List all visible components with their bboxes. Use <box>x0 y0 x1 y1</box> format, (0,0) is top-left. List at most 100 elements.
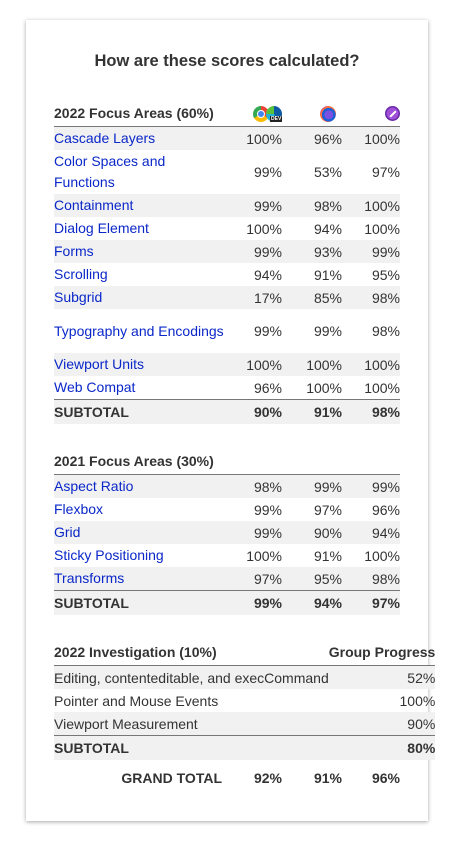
table-row: Typography and Encodings 99% 99% 98% <box>54 309 400 353</box>
subtotal-row: SUBTOTAL 80% <box>54 735 436 760</box>
score-cell: 94% <box>342 521 400 544</box>
table-row: Flexbox 99% 97% 96% <box>54 498 400 521</box>
spacer <box>54 615 400 639</box>
score-cell: 91% <box>313 770 342 786</box>
score-cell: 96% <box>282 126 342 150</box>
score-cell: 99% <box>253 323 282 339</box>
focus-area-link[interactable]: Typography and Encodings <box>54 322 224 339</box>
browser-header-firefox <box>282 100 342 127</box>
score-cell: 97% <box>313 501 342 518</box>
score-cell: 100% <box>246 547 282 564</box>
score-cell: 100% <box>246 220 282 237</box>
score-cell: 99% <box>282 474 342 498</box>
page-title: How are these scores calculated? <box>94 52 360 70</box>
score-cell: 100% <box>306 379 342 396</box>
score-cell: 99% <box>313 323 342 339</box>
spacer <box>54 424 400 448</box>
table-row: Viewport Units 100% 100% 100% <box>54 353 400 376</box>
subtotal-row: SUBTOTAL 99% 94% 97% <box>54 590 400 615</box>
focus-area-link[interactable]: Transforms <box>54 570 125 586</box>
score-cell: 99% <box>226 194 282 217</box>
score-cell: 97% <box>371 164 400 180</box>
focus-area-link[interactable]: Aspect Ratio <box>54 478 134 494</box>
focus-area-link[interactable]: Dialog Element <box>54 220 149 236</box>
subtotal-row: SUBTOTAL 90% 91% 98% <box>54 399 400 424</box>
score-cell: 100% <box>364 547 400 564</box>
score-cell: 95% <box>371 266 400 283</box>
score-cell: 99% <box>226 240 282 263</box>
score-cell: 98% <box>342 567 400 591</box>
score-cell: 90% <box>282 521 342 544</box>
grand-total-table: GRAND TOTAL 92% 91% 96% <box>54 763 400 793</box>
browser-header-safari <box>342 100 400 127</box>
section-header: 2022 Focus Areas (60%) <box>54 100 226 127</box>
table-row: Cascade Layers 100% 96% 100% <box>54 126 400 150</box>
score-cell: 96% <box>371 501 400 518</box>
score-cell: 100% <box>226 353 282 376</box>
focus-area-link[interactable]: Forms <box>54 243 94 259</box>
score-cell: 99% <box>342 240 400 263</box>
score-cell: 100% <box>226 126 282 150</box>
table-row: Forms 99% 93% 99% <box>54 240 400 263</box>
table-row: Pointer and Mouse Events 100% <box>54 689 435 712</box>
grand-total-row: GRAND TOTAL 92% 91% 96% <box>54 763 400 793</box>
score-card: How are these scores calculated? 2022 Fo… <box>26 20 436 821</box>
progress-cell: 52% <box>328 665 436 689</box>
focus-area-link[interactable]: Containment <box>54 197 134 213</box>
table-row: Grid 99% 90% 94% <box>54 521 400 544</box>
table-row: Aspect Ratio 98% 99% 99% <box>54 474 400 498</box>
score-cell: 100% <box>342 126 400 150</box>
score-cell: 100% <box>364 379 400 396</box>
score-cell: 98% <box>282 194 342 217</box>
focus-area-link[interactable]: Sticky Positioning <box>54 547 164 563</box>
focus-area-link[interactable]: Cascade Layers <box>54 130 156 146</box>
score-cell: 97% <box>226 567 282 591</box>
investigation-table: 2022 Investigation (10%) Group Progress … <box>54 639 436 760</box>
score-cell: 91% <box>282 399 342 424</box>
score-cell: 97% <box>342 590 400 615</box>
score-cell: 99% <box>342 474 400 498</box>
score-cell: 98% <box>342 399 400 424</box>
score-cell: 100% <box>342 353 400 376</box>
section-header: 2022 Investigation (10%) <box>54 639 329 666</box>
score-cell: 96% <box>253 379 282 396</box>
edge-dev-icon <box>266 105 283 122</box>
focus-area-link[interactable]: Viewport Units <box>54 356 145 372</box>
focus-area-link[interactable]: Subgrid <box>54 289 103 305</box>
score-cell: 98% <box>371 323 400 339</box>
score-cell: 91% <box>313 547 342 564</box>
table-row: Color Spaces and Functions 99% 53% 97% <box>54 150 400 194</box>
focus-area-link[interactable]: Color Spaces and Functions <box>54 153 166 190</box>
score-cell: 92% <box>253 770 282 786</box>
score-cell: 94% <box>282 590 342 615</box>
investigation-name: Pointer and Mouse Events <box>54 692 219 709</box>
score-cell: 53% <box>313 164 342 180</box>
progress-cell: 80% <box>328 735 436 760</box>
table-row: Subgrid 17% 85% 98% <box>54 286 400 309</box>
score-cell: 100% <box>364 220 400 237</box>
score-cell: 100% <box>342 194 400 217</box>
focus-area-link[interactable]: Grid <box>54 524 81 540</box>
score-cell: 17% <box>226 286 282 309</box>
table-row: Transforms 97% 95% 98% <box>54 567 400 591</box>
focus-2022-table: 2022 Focus Areas (60%) Cascade Layers 10… <box>54 100 400 424</box>
focus-area-link[interactable]: Scrolling <box>54 266 108 282</box>
investigation-name: Viewport Measurement <box>54 712 329 736</box>
score-cell: 90% <box>226 399 282 424</box>
focus-area-link[interactable]: Web Compat <box>54 379 136 395</box>
safari-tp-icon <box>385 106 400 122</box>
score-cell: 96% <box>371 770 400 786</box>
score-cell: 94% <box>313 220 342 237</box>
table-row: Web Compat 96% 100% 100% <box>54 376 400 400</box>
progress-cell: 100% <box>399 692 436 709</box>
table-row: Containment 99% 98% 100% <box>54 194 400 217</box>
table-row: Dialog Element 100% 94% 100% <box>54 217 400 240</box>
progress-cell: 90% <box>328 712 436 736</box>
group-progress-header: Group Progress <box>328 639 436 666</box>
focus-area-link[interactable]: Flexbox <box>54 501 104 517</box>
score-cell: 99% <box>226 521 282 544</box>
score-cell: 93% <box>282 240 342 263</box>
table-row: Editing, contenteditable, and execComman… <box>54 665 436 689</box>
score-cell: 98% <box>226 474 282 498</box>
subtotal-label: SUBTOTAL <box>54 735 329 760</box>
